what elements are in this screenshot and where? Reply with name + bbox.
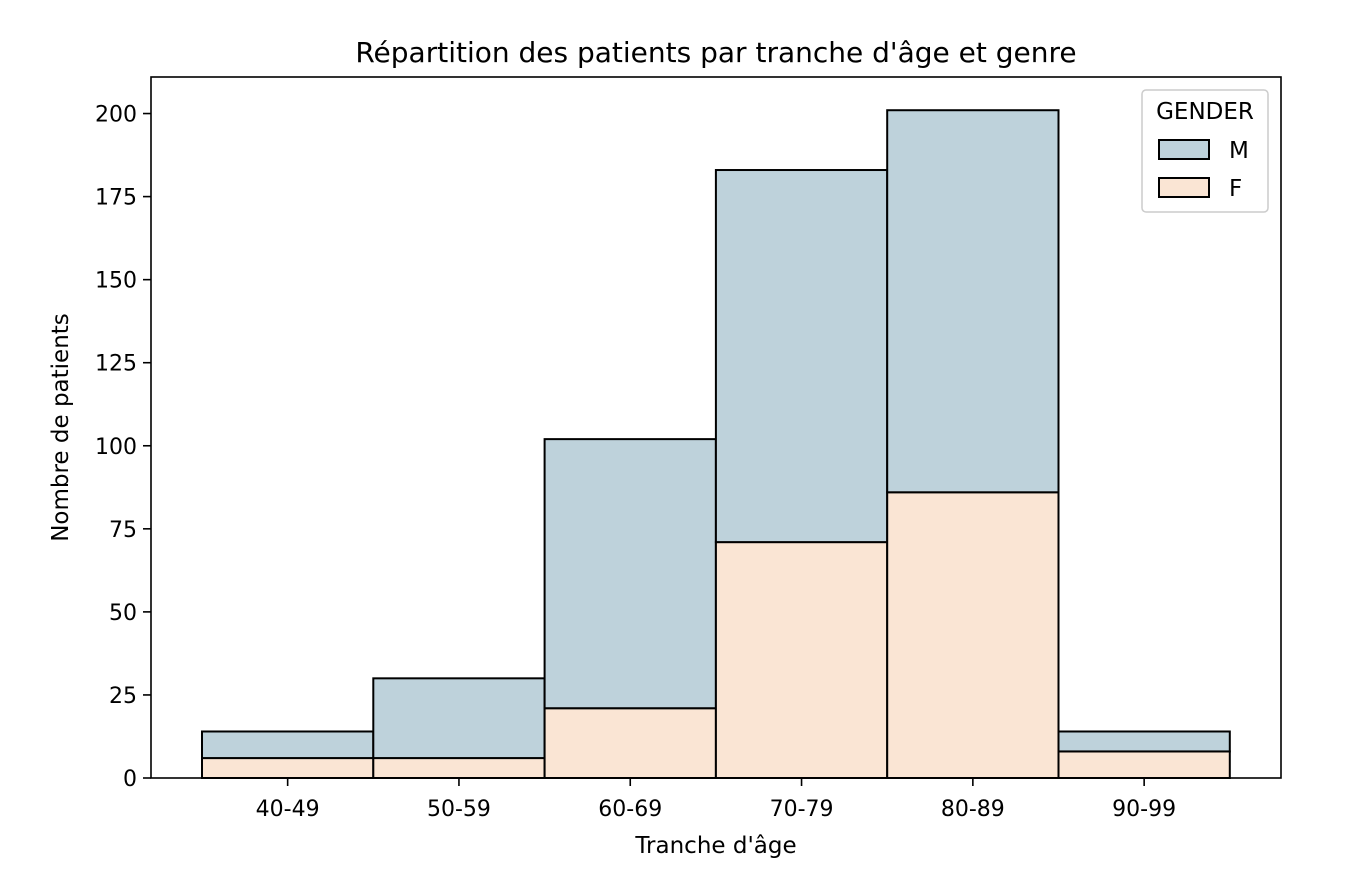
bar-f-60-69	[543, 707, 717, 780]
bar-m-40-49	[201, 730, 375, 760]
bar-f-80-89	[886, 491, 1060, 779]
y-tick-label: 100	[95, 435, 137, 460]
y-tick-label: 25	[109, 684, 137, 709]
legend-swatch-m	[1158, 139, 1210, 160]
bar-m-50-59	[372, 677, 546, 760]
x-tick-label: 40-49	[256, 797, 320, 822]
bar-m-60-69	[543, 438, 717, 710]
y-tick-label: 150	[95, 269, 137, 294]
legend-swatch-f	[1158, 177, 1210, 198]
y-tick-label: 200	[95, 103, 137, 128]
x-tick-label: 90-99	[1112, 797, 1176, 822]
x-tick-label: 60-69	[598, 797, 662, 822]
y-tick-label: 0	[123, 767, 137, 792]
x-tick-label: 70-79	[770, 797, 834, 822]
legend-label-f: F	[1229, 176, 1242, 202]
x-axis: 40-49 50-59 60-69 70-79 80-89 90-99	[256, 778, 1176, 822]
y-tick-label: 125	[95, 352, 137, 377]
bar-m-90-99	[1057, 730, 1231, 753]
chart-title: Répartition des patients par tranche d'â…	[355, 36, 1076, 69]
legend-label-m: M	[1229, 138, 1249, 164]
y-axis: 0 25 50 75 100 125 150 175 200	[95, 103, 151, 792]
bar-f-40-49	[201, 757, 375, 779]
bar-f-50-59	[372, 757, 546, 779]
y-axis-label: Nombre de patients	[48, 313, 74, 542]
plot-frame	[150, 76, 1282, 779]
y-tick-label: 50	[109, 601, 137, 626]
plot-bars	[201, 109, 1231, 780]
legend-title: GENDER	[1156, 99, 1254, 125]
legend: GENDER MF	[1141, 89, 1269, 213]
y-tick-label: 175	[95, 186, 137, 211]
bar-m-70-79	[714, 169, 889, 544]
bar-m-80-89	[886, 109, 1060, 494]
y-tick-label: 75	[109, 518, 137, 543]
bar-f-90-99	[1057, 750, 1231, 780]
bar-f-70-79	[714, 541, 889, 779]
x-tick-label: 80-89	[941, 797, 1005, 822]
x-axis-label: Tranche d'âge	[634, 833, 796, 859]
x-tick-label: 50-59	[427, 797, 491, 822]
